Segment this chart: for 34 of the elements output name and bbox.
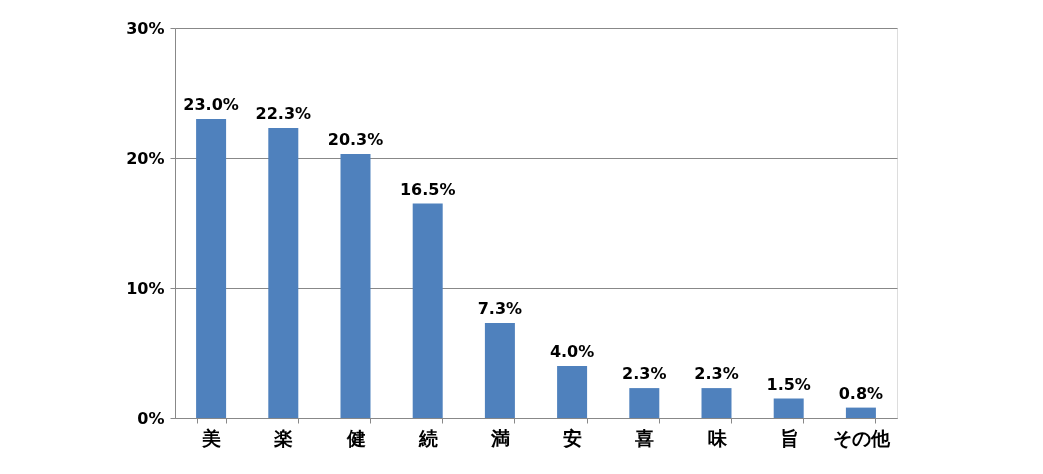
- y-tick-label: 20%: [126, 148, 165, 168]
- x-tick-label: 安: [563, 426, 583, 449]
- x-tick-label: 楽: [273, 426, 294, 449]
- data-label: 4.0%: [549, 342, 595, 361]
- bar: [557, 366, 588, 418]
- data-label: 22.3%: [255, 104, 312, 124]
- x-tick-label: 美: [201, 426, 222, 449]
- data-label: 16.5%: [399, 179, 456, 199]
- data-label: 2.3%: [694, 364, 739, 384]
- bar: [412, 203, 443, 418]
- x-tick-label: 満: [489, 426, 510, 449]
- data-label: 23.0%: [183, 95, 239, 114]
- bar: [340, 154, 371, 418]
- data-label: 2.3%: [622, 364, 667, 384]
- bar: [701, 388, 732, 418]
- y-tick-label: 0%: [137, 408, 165, 428]
- y-tick-label: 10%: [126, 278, 165, 298]
- bar: [845, 407, 876, 418]
- data-label: 1.5%: [766, 374, 811, 394]
- bar: [268, 128, 299, 418]
- data-label: 7.3%: [477, 299, 523, 319]
- bar: [629, 388, 660, 418]
- x-tick-label: その他: [832, 426, 891, 449]
- x-tick-label: 味: [707, 426, 728, 449]
- bar: [196, 119, 227, 418]
- data-label: 0.8%: [838, 383, 884, 403]
- x-tick-label: 旨: [779, 426, 799, 449]
- x-tick-label: 続: [417, 426, 438, 449]
- y-tick-label: 30%: [126, 18, 165, 38]
- x-tick-label: 喜: [634, 426, 655, 449]
- bar: [484, 323, 515, 418]
- data-label: 20.3%: [327, 130, 384, 150]
- bar: [773, 398, 804, 418]
- x-tick-label: 健: [345, 426, 366, 449]
